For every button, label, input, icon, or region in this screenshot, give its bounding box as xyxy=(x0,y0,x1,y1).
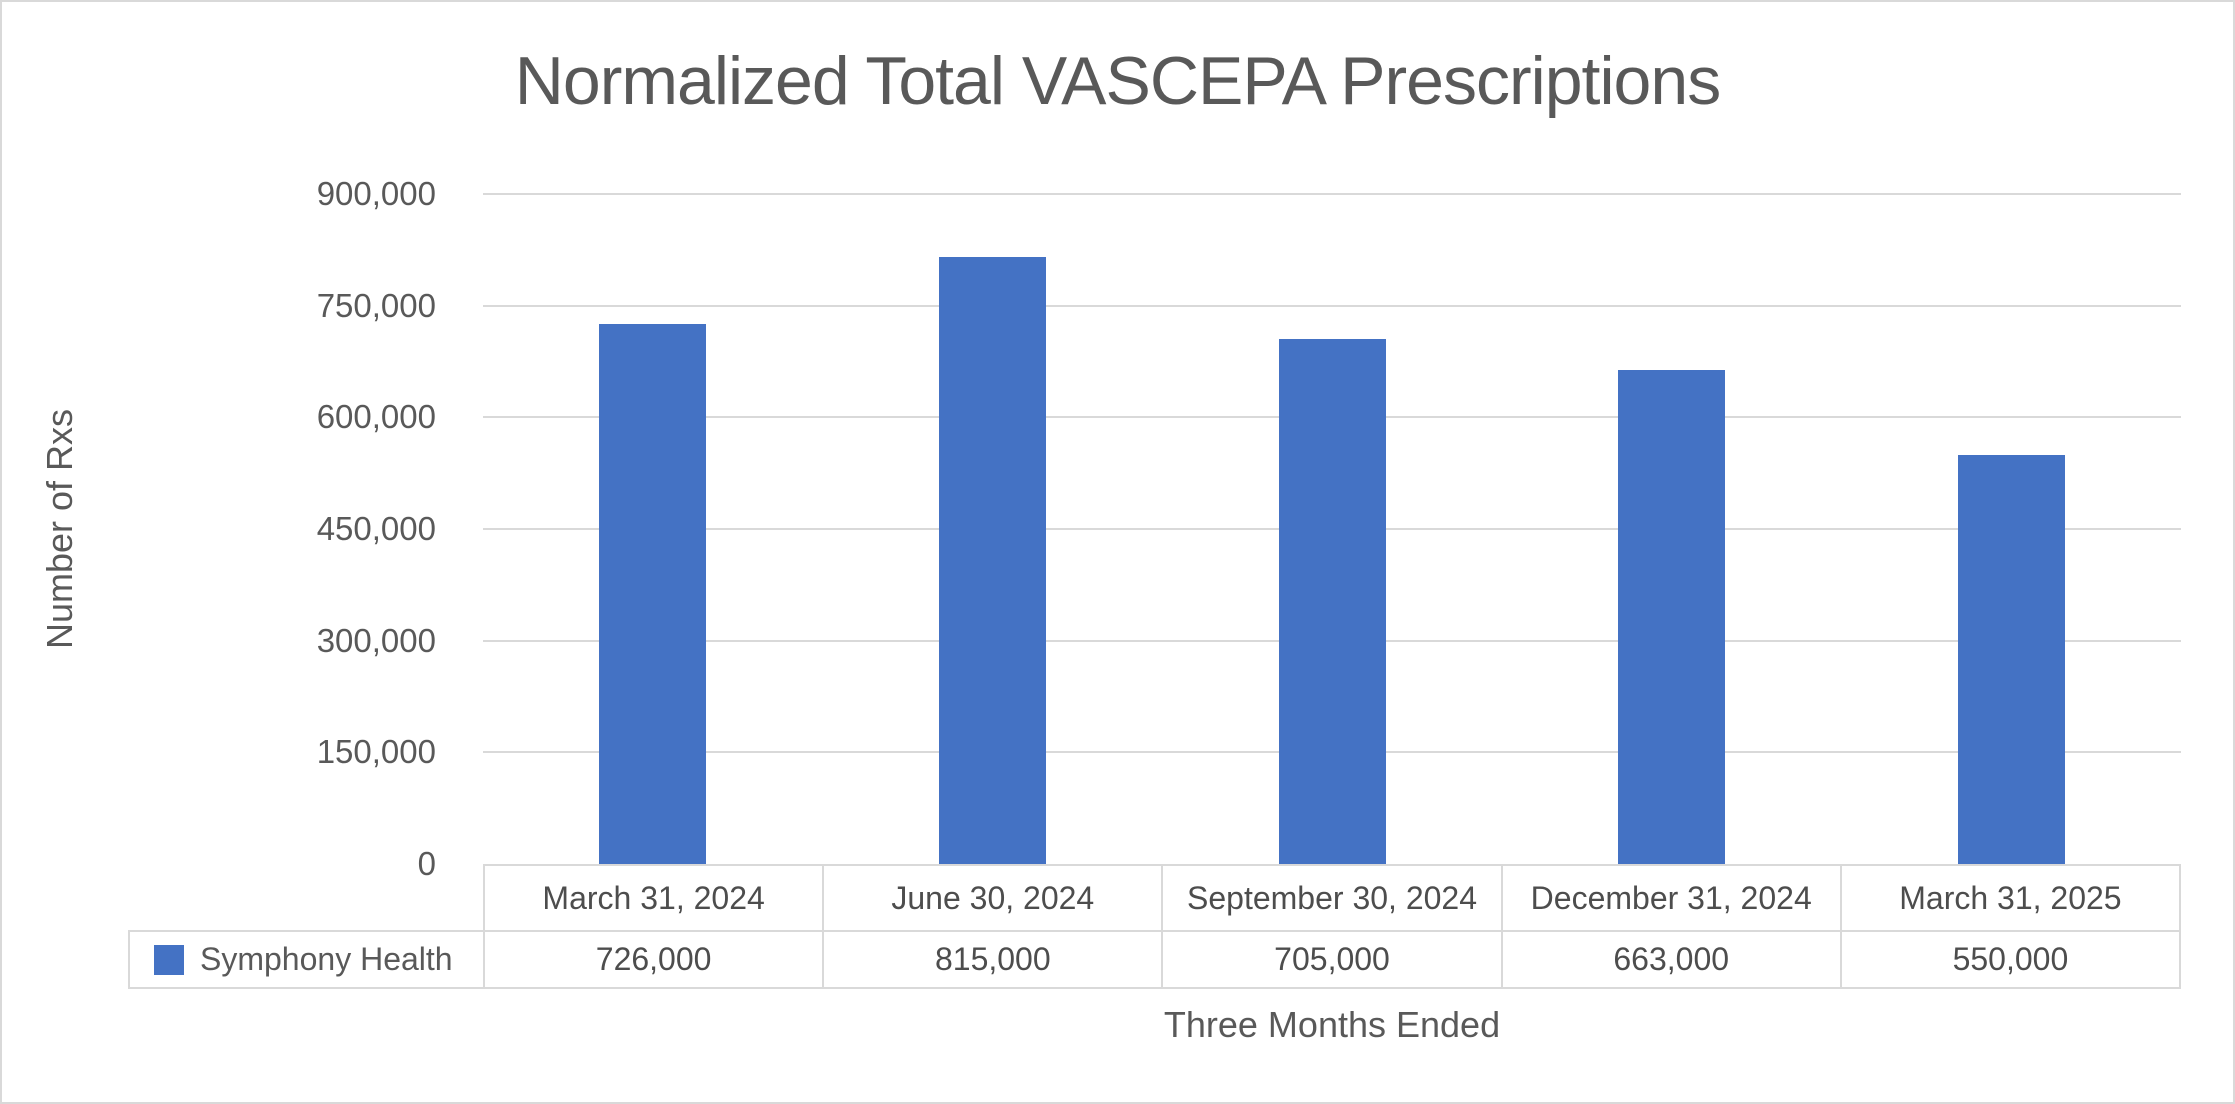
category-header-cell: December 31, 2024 xyxy=(1500,866,1840,930)
y-tick-label: 0 xyxy=(417,845,436,882)
y-tick-label: 900,000 xyxy=(316,175,436,212)
category-header-cell: June 30, 2024 xyxy=(822,866,1161,930)
value-cell: 550,000 xyxy=(1839,932,2179,987)
legend-swatch-icon xyxy=(154,944,184,975)
y-tick-label: 300,000 xyxy=(316,621,436,659)
legend-label: Symphony Health xyxy=(200,941,453,977)
chart-title: Normalized Total VASCEPA Prescriptions xyxy=(514,43,1721,119)
x-axis-title: Three Months Ended xyxy=(1163,1004,1501,1045)
y-tick-label: 450,000 xyxy=(316,510,436,547)
value-cell: 815,000 xyxy=(822,932,1161,987)
bar-5 xyxy=(1957,454,2065,864)
category-header-cell: March 31, 2024 xyxy=(542,879,765,916)
y-axis-tick-labels: 0 150,000 300,000 450,000 600,000 750,000 900,… xyxy=(2,175,458,882)
category-header-row: March 31, 2024 June 30, 2024 September 30,… xyxy=(485,866,2179,932)
y-tick-label: 750,000 xyxy=(316,286,436,324)
gridline xyxy=(483,193,2181,195)
value-row: 726,000 815,000 705,000 663,000 550,000 xyxy=(485,932,2179,987)
value-cell: 726,000 xyxy=(595,941,712,977)
category-header-cell: March 31, 2025 xyxy=(1839,866,2179,930)
y-tick-label: 150,000 xyxy=(316,733,436,771)
bar-2 xyxy=(938,257,1046,864)
plot-area xyxy=(483,193,2181,864)
data-table: March 31, 2024 June 30, 2024 September 30,… xyxy=(483,864,2181,989)
y-tick-label: 600,000 xyxy=(316,398,436,436)
gridline xyxy=(483,304,2181,307)
bar-4 xyxy=(1618,370,1726,864)
category-header-cell: September 30, 2024 xyxy=(1161,866,1500,930)
legend-cell: Symphony Health xyxy=(128,930,485,989)
value-cell: 705,000 xyxy=(1161,932,1500,987)
bar-3 xyxy=(1278,339,1386,864)
bar-1 xyxy=(599,323,707,864)
value-cell: 663,000 xyxy=(1500,932,1840,987)
